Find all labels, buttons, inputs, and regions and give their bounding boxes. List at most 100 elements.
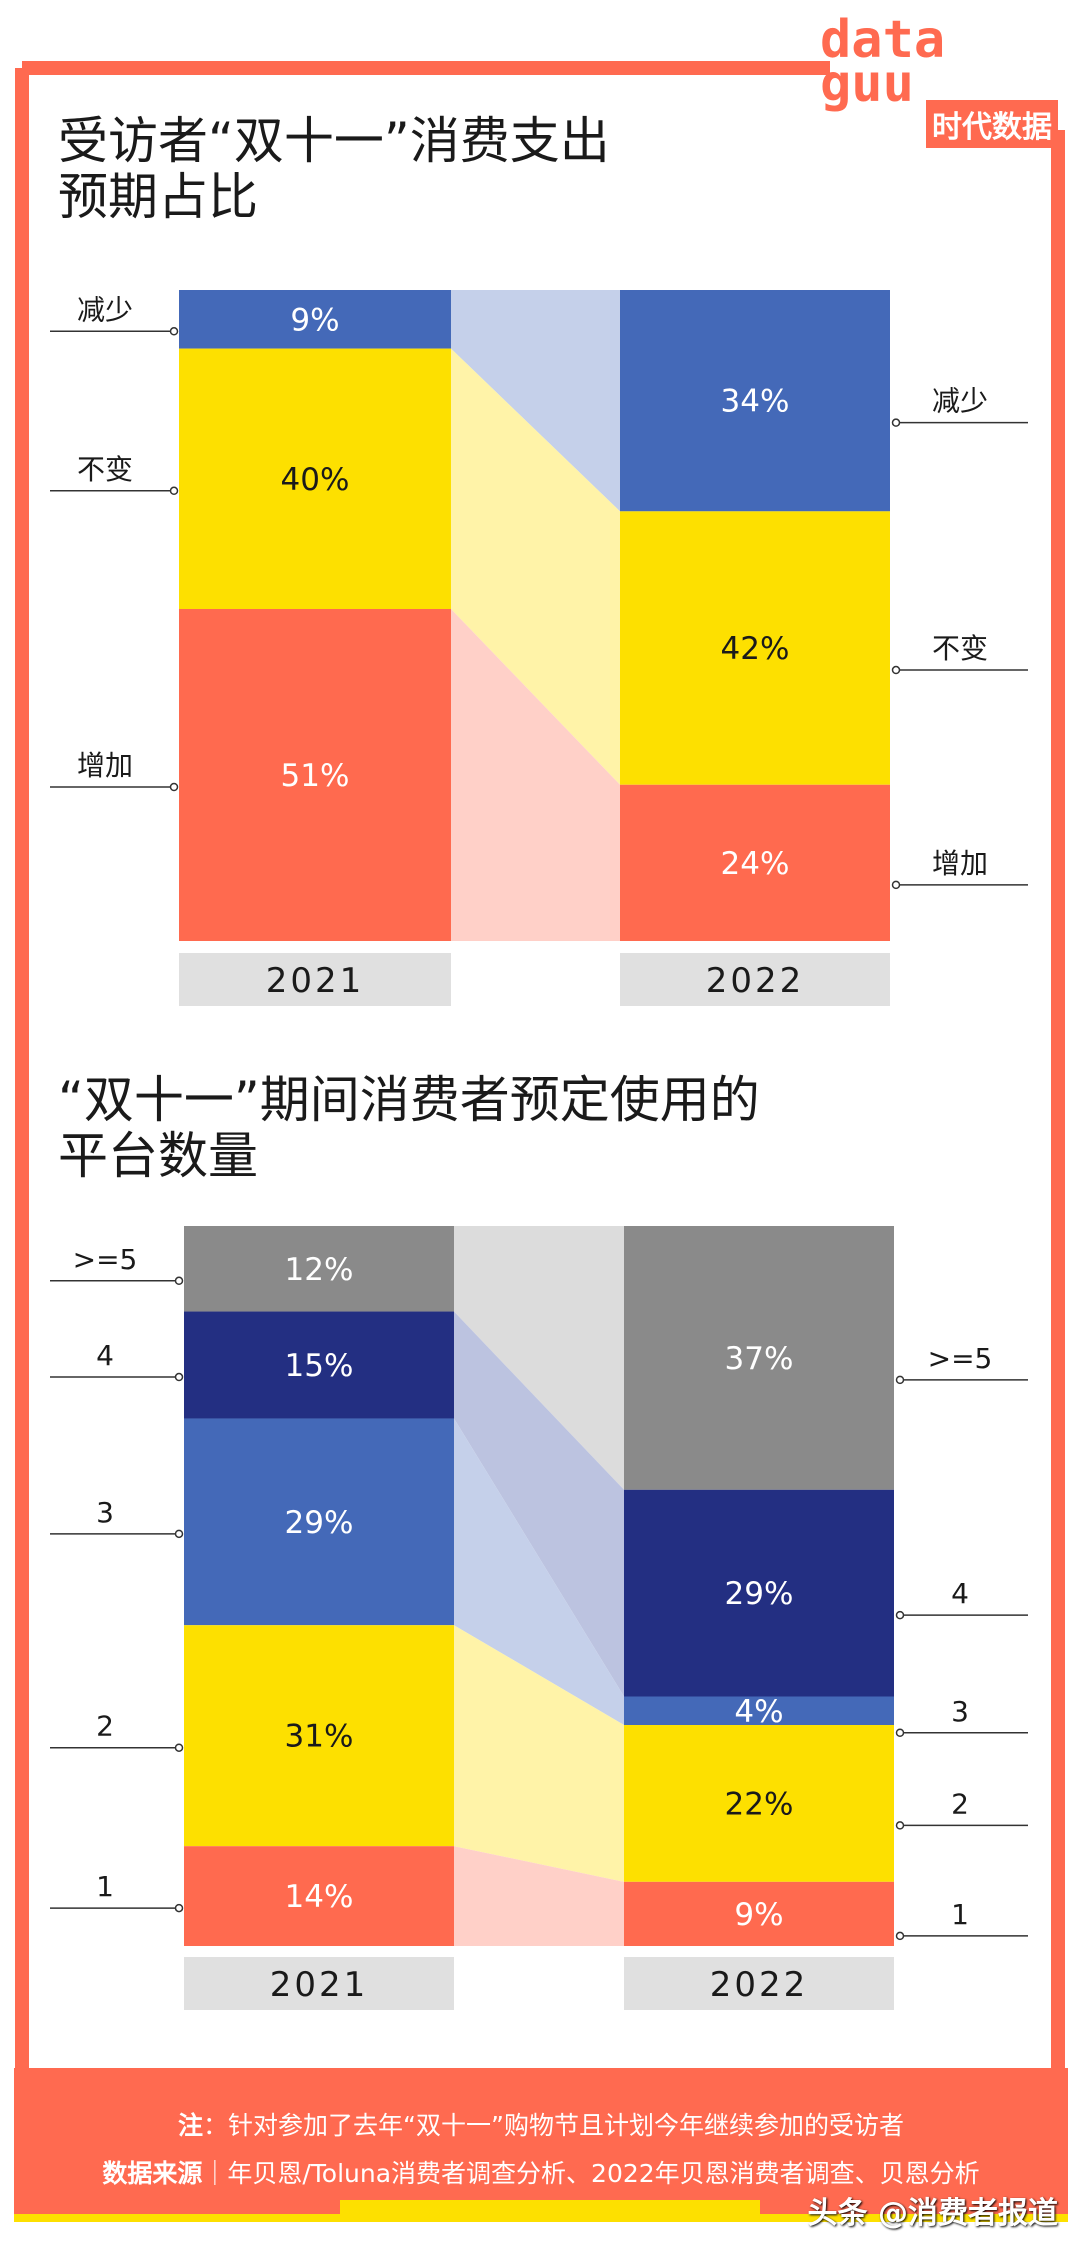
chart2-legend-label: 1 bbox=[951, 1898, 969, 1931]
chart2-bar-2021-segment bbox=[184, 1846, 454, 1946]
chart2-bar-2022-segment bbox=[624, 1696, 894, 1726]
chart2-x-tick-label: 2022 bbox=[710, 1965, 809, 2005]
orange-frame bbox=[15, 61, 1065, 2080]
chart1-year-box bbox=[179, 953, 451, 1006]
chart2-leader-dot bbox=[895, 1375, 905, 1385]
yellow-tab bbox=[340, 2200, 760, 2222]
chart1-flow-1 bbox=[451, 348, 620, 785]
chart1-bar-2022-segment bbox=[620, 784, 890, 941]
footer-source: 数据来源｜年贝恩/Toluna消费者调查分析、2022年贝恩消费者调查、贝恩分析 bbox=[14, 2154, 1068, 2190]
chart2-title-line1: “双十一”期间消费者预定使用的 bbox=[58, 1071, 760, 1129]
logo-text-bottom: guu bbox=[820, 54, 914, 114]
logo-cn: 时代数据 bbox=[926, 100, 1058, 148]
footer-note: 注：针对参加了去年“双十一”购物节且计划今年继续参加的受访者 bbox=[14, 2106, 1068, 2142]
chart2-legend-label: >=5 bbox=[928, 1342, 993, 1375]
chart2-value-label: 12% bbox=[285, 1252, 354, 1288]
chart1-bar-2022-segment bbox=[620, 290, 890, 512]
chart2-flow-0 bbox=[454, 1226, 624, 1490]
chart2-leader-dot bbox=[895, 1821, 905, 1830]
chart2-value-label: 37% bbox=[725, 1341, 794, 1377]
chart1-flow-0 bbox=[451, 290, 620, 512]
chart1-bar-2021-segment bbox=[179, 290, 451, 349]
chart2-title: “双十一”期间消费者预定使用的 平台数量 bbox=[58, 1072, 760, 1184]
chart1-value-label: 42% bbox=[721, 631, 790, 667]
chart2-legend-label: 3 bbox=[96, 1496, 114, 1529]
chart2-legend-label: 3 bbox=[951, 1695, 969, 1728]
chart1-value-label: 51% bbox=[281, 758, 350, 794]
chart1-bar-2022-segment bbox=[620, 511, 890, 785]
chart2-leader-dot bbox=[174, 1743, 184, 1752]
chart2-title-line2: 平台数量 bbox=[58, 1127, 258, 1185]
chart2-bar-2022-segment bbox=[624, 1489, 894, 1697]
chart2-legend-label: 4 bbox=[96, 1339, 114, 1372]
chart2-year-box bbox=[624, 1957, 894, 2010]
chart1-value-label: 34% bbox=[721, 384, 790, 420]
chart2-legend-label: 1 bbox=[96, 1870, 114, 1903]
chart1-title: 受访者“双十一”消费支出 预期占比 bbox=[58, 113, 610, 225]
chart2-leader-dot bbox=[895, 1728, 905, 1738]
chart1-leader-dot bbox=[169, 486, 179, 496]
chart2-value-label: 22% bbox=[725, 1786, 794, 1822]
chart1-title-line1: 受访者“双十一”消费支出 bbox=[58, 112, 610, 170]
chart2-year-box bbox=[184, 1957, 454, 2010]
chart1-leader-dot bbox=[169, 327, 179, 336]
chart2-leader-dot bbox=[895, 1610, 905, 1620]
footer: 注：针对参加了去年“双十一”购物节且计划今年继续参加的受访者 数据来源｜年贝恩/… bbox=[14, 2068, 1068, 2218]
chart1-legend-label: 减少 bbox=[77, 293, 133, 326]
chart1-bar-2021-segment bbox=[179, 608, 451, 941]
chart2-flow-2 bbox=[454, 1418, 624, 1726]
chart2-bar-2021-segment bbox=[184, 1418, 454, 1626]
chart1-flow-2 bbox=[451, 608, 620, 941]
chart2-value-label: 29% bbox=[725, 1576, 794, 1612]
chart1-legend-label: 增加 bbox=[932, 847, 988, 880]
source-text: ｜年贝恩/Toluna消费者调查分析、2022年贝恩消费者调查、贝恩分析 bbox=[202, 2159, 980, 2188]
chart1-leader-dot bbox=[891, 880, 901, 890]
chart1-value-label: 9% bbox=[290, 302, 339, 338]
chart2-flow-3 bbox=[454, 1625, 624, 1882]
chart2-legend-label: >=5 bbox=[73, 1243, 138, 1276]
chart2-bar-2022-segment bbox=[624, 1881, 894, 1946]
chart1-leader-dot bbox=[891, 418, 901, 427]
chart1-x-tick-label: 2021 bbox=[266, 961, 365, 1001]
logo-text-top: data bbox=[820, 10, 946, 70]
chart1-value-label: 24% bbox=[721, 846, 790, 882]
chart1-legend-label: 不变 bbox=[932, 632, 988, 665]
chart1-legend-label: 不变 bbox=[77, 453, 133, 486]
chart1-legend-label: 增加 bbox=[77, 749, 133, 782]
chart1-bar-2021-segment bbox=[179, 348, 451, 609]
chart2-legend-label: 4 bbox=[951, 1577, 969, 1610]
chart2-bar-2022-segment bbox=[624, 1725, 894, 1882]
chart2-bar-2021-segment bbox=[184, 1311, 454, 1419]
chart2-flow-4 bbox=[454, 1846, 624, 1946]
note-text: ：针对参加了去年“双十一”购物节且计划今年继续参加的受访者 bbox=[203, 2111, 904, 2140]
chart1-leader-dot bbox=[169, 782, 179, 792]
chart2-bar-2022-segment bbox=[624, 1226, 894, 1490]
chart1-leader-dot bbox=[891, 665, 901, 675]
chart2-x-tick-label: 2021 bbox=[270, 1965, 369, 2005]
chart2-value-label: 31% bbox=[285, 1719, 354, 1755]
chart2-leader-dot bbox=[895, 1931, 905, 1941]
note-label: 注 bbox=[178, 2111, 204, 2140]
chart2-bar-2021-segment bbox=[184, 1625, 454, 1847]
chart2-leader-dot bbox=[174, 1372, 184, 1382]
chart1-legend-label: 减少 bbox=[932, 385, 988, 418]
source-label: 数据来源 bbox=[102, 2159, 203, 2188]
chart2-value-label: 29% bbox=[285, 1505, 354, 1541]
chart1-value-label: 40% bbox=[281, 462, 350, 498]
chart1-title-line2: 预期占比 bbox=[58, 168, 258, 226]
chart2-flow-1 bbox=[454, 1311, 624, 1697]
datagoo-logo: data guu bbox=[820, 10, 946, 114]
chart2-bar-2021-segment bbox=[184, 1226, 454, 1312]
chart2-leader-dot bbox=[174, 1276, 184, 1286]
chart2-value-label: 9% bbox=[734, 1897, 783, 1933]
chart2-legend-label: 2 bbox=[951, 1787, 969, 1820]
chart1-x-tick-label: 2022 bbox=[706, 961, 805, 1001]
chart2-leader-dot bbox=[174, 1903, 184, 1913]
chart1-year-box bbox=[620, 953, 890, 1006]
chart2-legend-label: 2 bbox=[96, 1710, 114, 1743]
chart2-value-label: 14% bbox=[285, 1879, 354, 1915]
chart2-leader-dot bbox=[174, 1529, 184, 1539]
credit-watermark: 头条 @消费者报道 bbox=[807, 2196, 1058, 2231]
chart2-value-label: 15% bbox=[285, 1348, 354, 1384]
